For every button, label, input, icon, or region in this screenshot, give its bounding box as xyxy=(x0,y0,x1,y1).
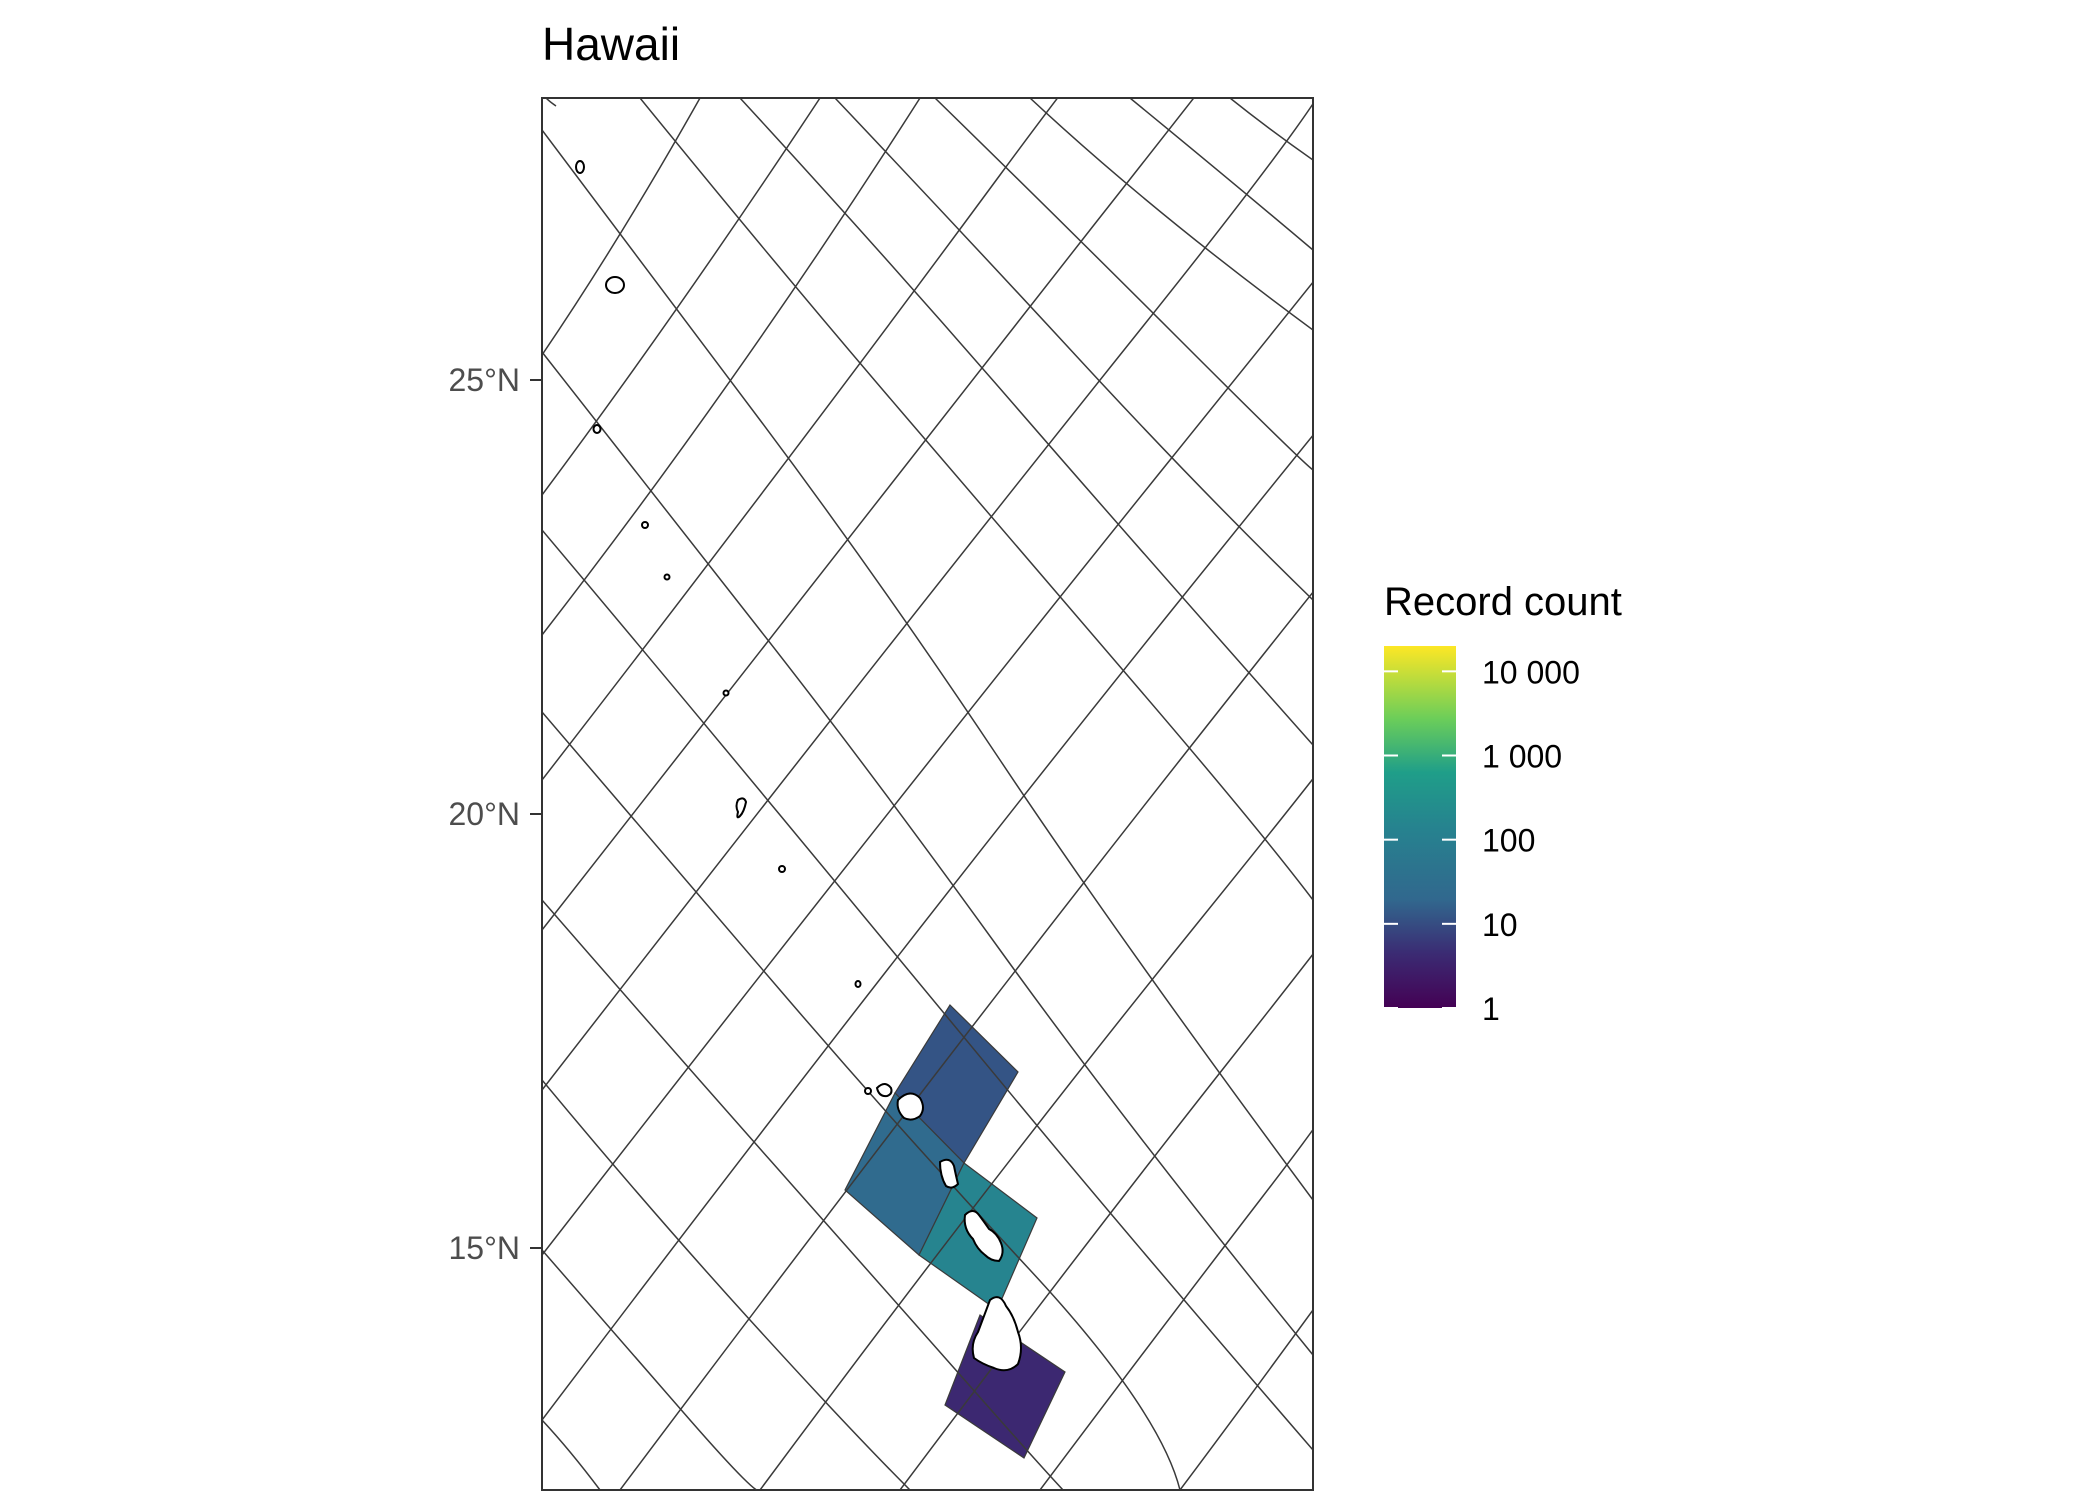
island-oahu xyxy=(938,1158,960,1189)
panel-content xyxy=(542,98,1313,1490)
y-tick-label-20: 20°N xyxy=(449,796,521,832)
legend-label-10000: 10 000 xyxy=(1482,654,1580,690)
island-hawaii xyxy=(971,1296,1022,1372)
island-necker xyxy=(854,980,862,988)
island-maui-nui xyxy=(963,1210,1004,1263)
legend-breaks: 10 000 1 000 100 10 1 xyxy=(1384,654,1580,1027)
island-lisianski xyxy=(641,521,649,529)
island-niihau xyxy=(875,1083,893,1098)
island-midway xyxy=(605,276,625,294)
island-kauai xyxy=(896,1092,924,1121)
legend-label-1: 1 xyxy=(1482,991,1500,1027)
island-maro xyxy=(722,689,730,697)
legend: Record count 10 000 1 000 100 10 1 xyxy=(1384,580,1622,1027)
graticule-meridians xyxy=(542,98,1313,1490)
island-french-frigate xyxy=(778,865,786,873)
legend-label-1000: 1 000 xyxy=(1482,739,1562,775)
legend-title: Record count xyxy=(1384,580,1622,624)
y-tick-label-15: 15°N xyxy=(449,1230,521,1266)
island-nihoa xyxy=(864,1087,872,1095)
graticule-parallels xyxy=(542,98,1313,1490)
panel-frame xyxy=(541,97,1314,1491)
legend-label-10: 10 xyxy=(1482,907,1518,943)
island-laysan xyxy=(663,573,671,581)
y-tick-label-25: 25°N xyxy=(449,362,521,398)
island-pearl-hermes xyxy=(592,424,602,434)
island-outlines xyxy=(575,160,1022,1372)
map-panel xyxy=(541,97,1314,1491)
map-title: Hawaii xyxy=(542,18,680,70)
y-axis: 25°N 20°N 15°N xyxy=(449,362,542,1266)
legend-colorbar xyxy=(1384,646,1456,1008)
legend-label-100: 100 xyxy=(1482,823,1535,859)
island-kure xyxy=(575,160,585,174)
island-gardner xyxy=(735,797,748,819)
